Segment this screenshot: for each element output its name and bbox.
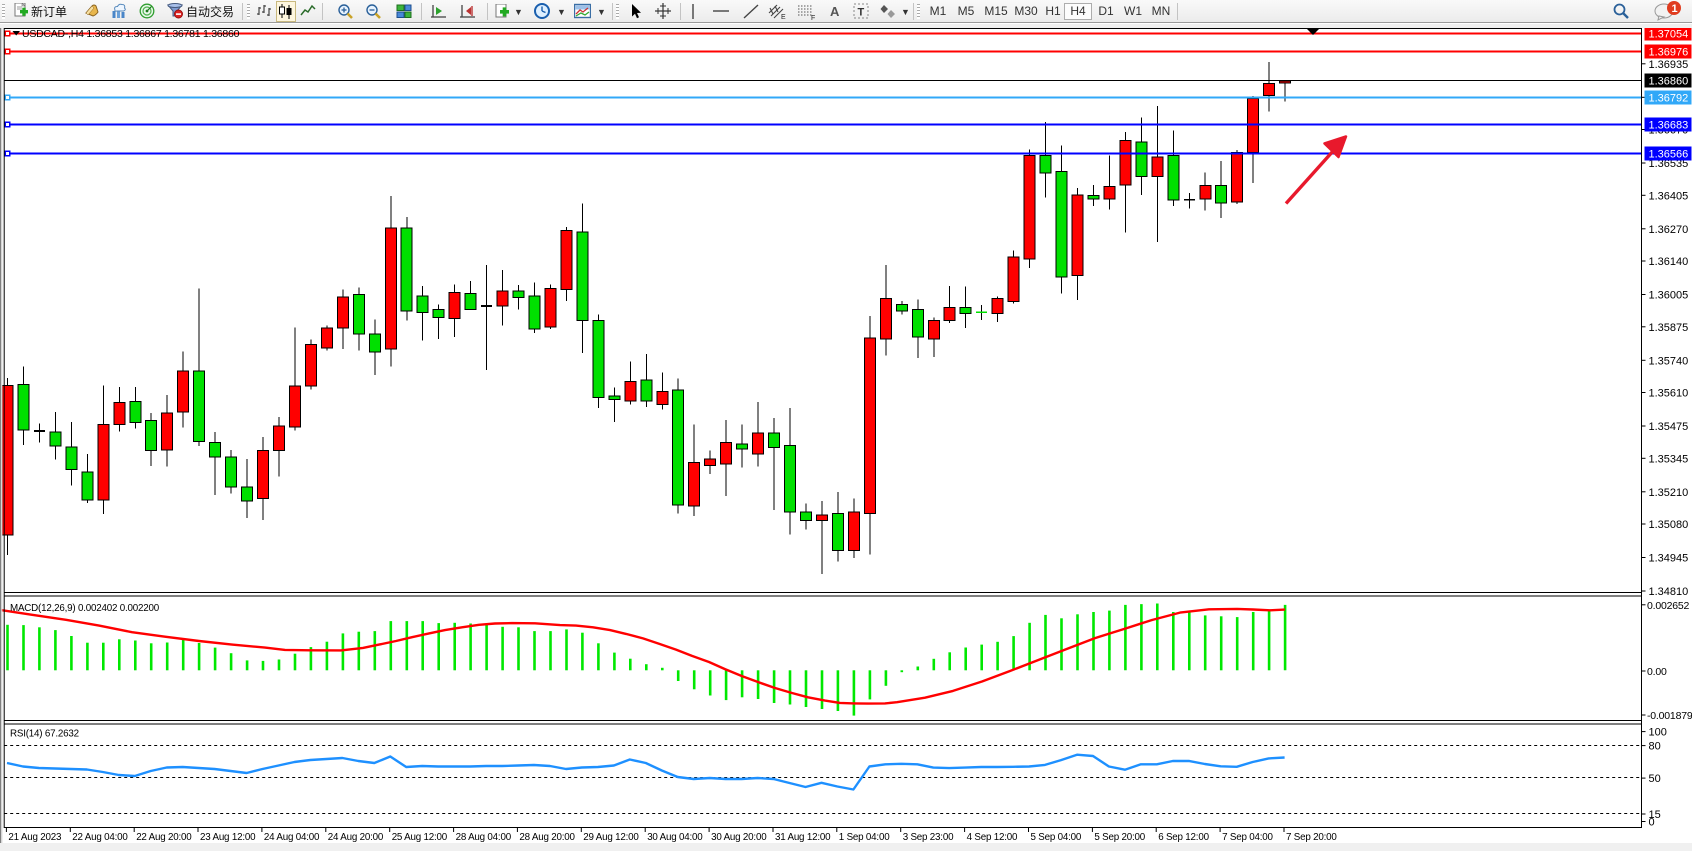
svg-text:F: F <box>811 15 815 20</box>
svg-text:7 Sep 20:00: 7 Sep 20:00 <box>1286 832 1337 843</box>
svg-text:1.35080: 1.35080 <box>1649 519 1689 531</box>
svg-text:0: 0 <box>1649 817 1655 829</box>
svg-text:1.36535: 1.36535 <box>1649 158 1689 170</box>
svg-text:29 Aug 12:00: 29 Aug 12:00 <box>583 832 639 843</box>
svg-text:30 Aug 04:00: 30 Aug 04:00 <box>647 832 703 843</box>
svg-text:31 Aug 12:00: 31 Aug 12:00 <box>775 832 831 843</box>
svg-text:23 Aug 12:00: 23 Aug 12:00 <box>200 832 256 843</box>
svg-text:24 Aug 04:00: 24 Aug 04:00 <box>264 832 320 843</box>
svg-text:28 Aug 04:00: 28 Aug 04:00 <box>456 832 512 843</box>
svg-text:6 Sep 12:00: 6 Sep 12:00 <box>1158 832 1209 843</box>
svg-text:28 Aug 20:00: 28 Aug 20:00 <box>519 832 575 843</box>
svg-text:30 Aug 20:00: 30 Aug 20:00 <box>711 832 767 843</box>
svg-text:1.35740: 1.35740 <box>1649 355 1689 367</box>
svg-text:1.34945: 1.34945 <box>1649 553 1689 565</box>
svg-text:1.35345: 1.35345 <box>1649 453 1689 465</box>
svg-text:1.35875: 1.35875 <box>1649 322 1689 334</box>
svg-text:E: E <box>781 14 786 20</box>
svg-text:1.36976: 1.36976 <box>1649 47 1689 59</box>
svg-text:21 Aug 2023: 21 Aug 2023 <box>8 832 62 843</box>
svg-text:1.36140: 1.36140 <box>1649 256 1689 268</box>
svg-text:5 Sep 04:00: 5 Sep 04:00 <box>1031 832 1082 843</box>
svg-text:USDCAD-,H4 1.36853 1.36867 1.3: USDCAD-,H4 1.36853 1.36867 1.36781 1.368… <box>22 28 240 40</box>
svg-text:5 Sep 20:00: 5 Sep 20:00 <box>1094 832 1145 843</box>
svg-text:-0.001879: -0.001879 <box>1647 710 1692 722</box>
svg-text:1.35610: 1.35610 <box>1649 388 1689 400</box>
svg-text:100: 100 <box>1649 727 1667 739</box>
svg-text:4 Sep 12:00: 4 Sep 12:00 <box>967 832 1018 843</box>
svg-text:1.36792: 1.36792 <box>1649 93 1689 105</box>
svg-text:1.36005: 1.36005 <box>1649 290 1689 302</box>
svg-text:1.35210: 1.35210 <box>1649 487 1689 499</box>
svg-text:80: 80 <box>1649 741 1661 753</box>
svg-text:50: 50 <box>1649 773 1661 785</box>
svg-text:7 Sep 04:00: 7 Sep 04:00 <box>1222 832 1273 843</box>
svg-text:3 Sep 23:00: 3 Sep 23:00 <box>903 832 954 843</box>
svg-text:22 Aug 20:00: 22 Aug 20:00 <box>136 832 192 843</box>
svg-text:1.36935: 1.36935 <box>1649 59 1689 71</box>
svg-text:1.36566: 1.36566 <box>1649 149 1689 161</box>
svg-text:1.37054: 1.37054 <box>1649 29 1689 41</box>
svg-text:1 Sep 04:00: 1 Sep 04:00 <box>839 832 890 843</box>
svg-text:0.002652: 0.002652 <box>1647 600 1690 612</box>
svg-text:RSI(14) 67.2632: RSI(14) 67.2632 <box>10 729 79 740</box>
svg-text:25 Aug 12:00: 25 Aug 12:00 <box>392 832 448 843</box>
svg-text:1.34810: 1.34810 <box>1649 586 1689 598</box>
svg-text:T: T <box>858 7 865 19</box>
svg-text:1.35475: 1.35475 <box>1649 421 1689 433</box>
svg-text:24 Aug 20:00: 24 Aug 20:00 <box>328 832 384 843</box>
svg-text:MACD(12,26,9) 0.002402 0.00220: MACD(12,26,9) 0.002402 0.002200 <box>10 603 160 614</box>
svg-text:15: 15 <box>1649 809 1661 821</box>
svg-text:1.36405: 1.36405 <box>1649 190 1689 202</box>
svg-text:0.00: 0.00 <box>1647 666 1667 678</box>
svg-text:1.36270: 1.36270 <box>1649 224 1689 236</box>
svg-text:1.36683: 1.36683 <box>1649 120 1689 132</box>
svg-text:22 Aug 04:00: 22 Aug 04:00 <box>72 832 128 843</box>
svg-text:1: 1 <box>1672 3 1678 15</box>
svg-text:1.36860: 1.36860 <box>1649 76 1689 88</box>
